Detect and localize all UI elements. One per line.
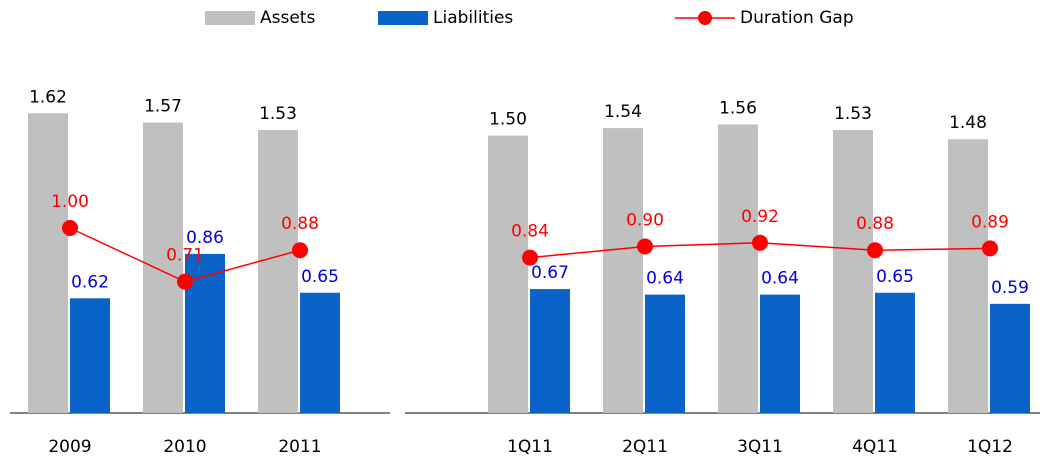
line-point xyxy=(522,249,538,266)
bar xyxy=(258,129,298,413)
x-tick-label: 4Q11 xyxy=(852,437,898,457)
line-point xyxy=(752,234,768,251)
x-tick-label: 3Q11 xyxy=(737,437,783,457)
data-label: 0.88 xyxy=(856,214,894,234)
bar xyxy=(948,139,988,413)
x-tick-label: 2011 xyxy=(278,437,321,457)
legend-swatch xyxy=(378,11,428,25)
line-point xyxy=(292,242,308,259)
x-tick-label: 2Q11 xyxy=(622,437,668,457)
bar xyxy=(28,113,68,414)
bar xyxy=(760,294,800,413)
data-label: 0.89 xyxy=(971,212,1009,232)
data-label: 0.84 xyxy=(511,222,549,242)
data-label: 0.64 xyxy=(646,269,684,289)
bar xyxy=(645,294,685,413)
data-label: 1.48 xyxy=(949,113,987,133)
data-label: 0.71 xyxy=(166,246,204,266)
data-label: 0.65 xyxy=(301,267,339,287)
data-label: 0.86 xyxy=(186,228,224,248)
x-tick-label: 2009 xyxy=(48,437,91,457)
bar xyxy=(833,129,873,413)
line-point xyxy=(867,242,883,259)
line-point xyxy=(637,238,653,255)
data-label: 0.92 xyxy=(741,207,779,227)
bar xyxy=(990,303,1030,413)
data-label: 0.90 xyxy=(626,211,664,231)
bar xyxy=(603,128,643,413)
bar xyxy=(300,292,340,413)
data-label: 0.62 xyxy=(71,272,109,292)
data-label: 1.56 xyxy=(719,98,757,118)
data-label: 0.64 xyxy=(761,269,799,289)
data-label: 0.65 xyxy=(876,267,914,287)
data-label: 1.53 xyxy=(834,104,872,124)
x-tick-label: 1Q12 xyxy=(967,437,1013,457)
data-label: 0.67 xyxy=(531,263,569,283)
legend-label: Duration Gap xyxy=(740,8,854,28)
data-label: 1.62 xyxy=(29,87,67,107)
data-label: 1.57 xyxy=(144,97,182,117)
bar xyxy=(70,298,110,413)
legend-label: Assets xyxy=(260,8,315,28)
legend-label: Liabilities xyxy=(433,8,513,28)
line-point xyxy=(982,240,998,257)
x-tick-label: 1Q11 xyxy=(507,437,553,457)
bar xyxy=(143,122,183,414)
bar xyxy=(530,289,570,413)
data-label: 1.54 xyxy=(604,102,642,122)
legend-swatch xyxy=(205,11,255,25)
data-label: 1.53 xyxy=(259,104,297,124)
bar xyxy=(718,124,758,414)
line-point xyxy=(177,273,193,290)
data-label: 0.88 xyxy=(281,214,319,234)
data-label: 1.50 xyxy=(489,110,527,130)
legend-swatch xyxy=(698,11,712,25)
data-label: 1.00 xyxy=(51,192,89,212)
bar xyxy=(488,135,528,413)
x-tick-label: 2010 xyxy=(163,437,206,457)
line-point xyxy=(62,220,78,236)
data-label: 0.59 xyxy=(991,278,1029,298)
bar xyxy=(875,292,915,413)
